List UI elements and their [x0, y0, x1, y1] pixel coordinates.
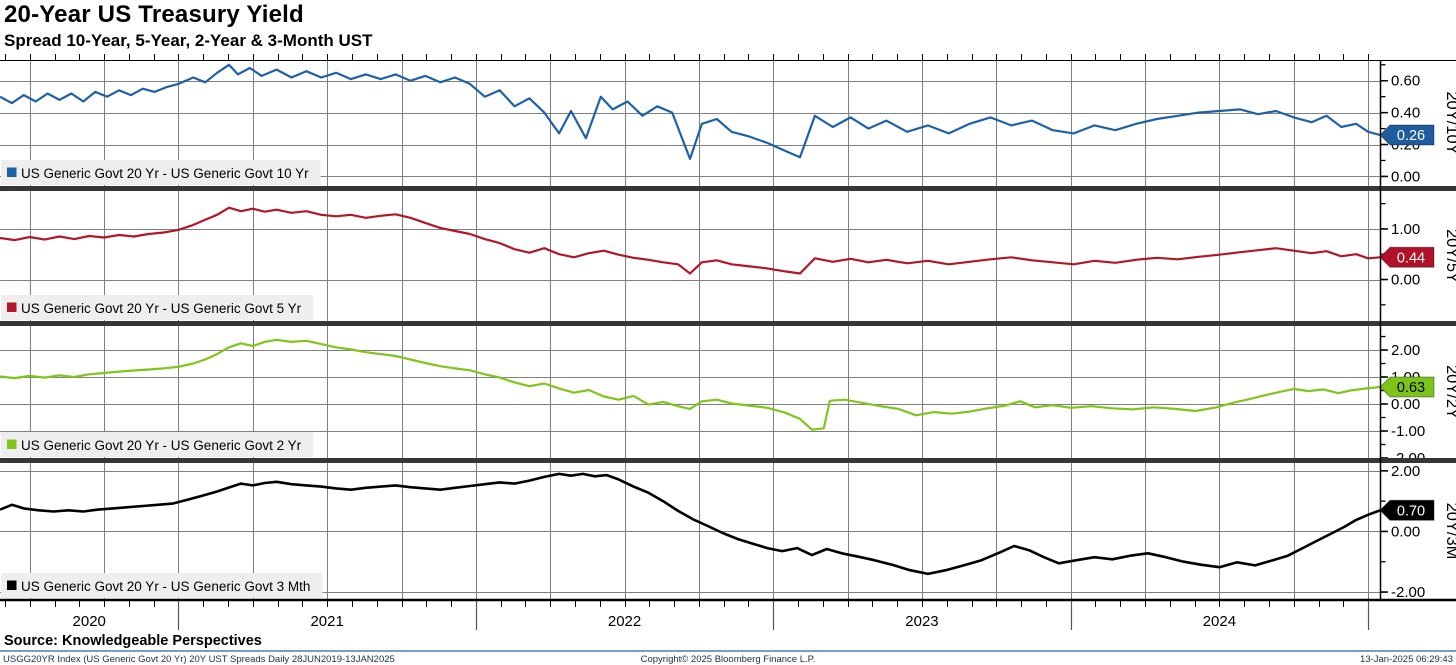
- last-value-badge-20y-5y-spread: 0.44: [1379, 246, 1435, 268]
- panel-20y-2y-spread: US Generic Govt 20 Yr - US Generic Govt …: [0, 326, 1456, 467]
- series-line-20y-5y-spread: [0, 206, 1380, 275]
- panel-axis-label: 20Y/5Y: [1443, 229, 1456, 283]
- y-tick-label: 2.00: [1391, 463, 1420, 480]
- badge-value: 0.63: [1397, 380, 1425, 396]
- y-tick-label: 0.60: [1391, 73, 1420, 90]
- y-tick-label: 0.00: [1391, 523, 1420, 540]
- y-tick-label: 1.00: [1391, 221, 1420, 238]
- year-label: 2022: [608, 613, 641, 630]
- footer-copyright: Copyright© 2025 Bloomberg Finance L.P.: [640, 654, 816, 665]
- y-tick-label: 2.00: [1391, 342, 1420, 359]
- footer-timestamp: 13-Jan-2025 06:29:43: [1360, 654, 1453, 665]
- legend-swatch: [7, 439, 17, 449]
- legend-box: [1, 160, 321, 185]
- source-line: Source: Knowledgeable Perspectives: [4, 633, 262, 649]
- footer-bar: USGG20YR Index (US Generic Govt 20 Yr) 2…: [0, 650, 1456, 665]
- page-subtitle: Spread 10-Year, 5-Year, 2-Year & 3-Month…: [4, 31, 373, 50]
- year-label: 2023: [905, 613, 938, 630]
- badge-shape: [1379, 376, 1435, 398]
- panel-axis-label: 20Y/10Y: [1443, 91, 1456, 154]
- series-line-20y-3m-spread: [0, 472, 1380, 576]
- panel-gridlines-vertical: [30, 191, 1369, 321]
- y-tick-label: -1.00: [1391, 423, 1425, 440]
- panel-separator: [0, 321, 1456, 326]
- legend-20y-10y-spread: US Generic Govt 20 Yr - US Generic Govt …: [1, 160, 321, 185]
- y-tick-label: 0.00: [1391, 168, 1420, 185]
- y-tick-label: 0.40: [1391, 105, 1420, 122]
- panel-20y-5y-spread: US Generic Govt 20 Yr - US Generic Govt …: [0, 191, 1456, 321]
- panel-gridlines-horizontal: [0, 81, 1380, 177]
- last-value-badge-20y-3m-spread: 0.70: [1379, 499, 1435, 521]
- badge-shape: [1379, 124, 1435, 146]
- last-value-badge-20y-2y-spread: 0.63: [1379, 376, 1435, 398]
- legend-20y-2y-spread: US Generic Govt 20 Yr - US Generic Govt …: [1, 432, 314, 457]
- chart-frame: [0, 60, 1456, 602]
- series-line-20y-10y-spread: [0, 63, 1380, 160]
- badge-value: 0.70: [1397, 503, 1425, 519]
- panel-gridlines-horizontal: [0, 229, 1380, 281]
- legend-label: US Generic Govt 20 Yr - US Generic Govt …: [21, 166, 309, 181]
- legend-swatch: [7, 302, 17, 312]
- panel-separator: [0, 458, 1456, 463]
- last-value-badge-20y-10y-spread: 0.26: [1379, 124, 1435, 146]
- badge-shape: [1379, 499, 1435, 521]
- y-axis-20y-2y-spread: 2.001.000.00-1.00-2.00: [1380, 335, 1425, 467]
- footer-ticker-info: USGG20YR Index (US Generic Govt 20 Yr) 2…: [3, 654, 395, 665]
- legend-box: [1, 295, 314, 320]
- year-label: 2024: [1203, 613, 1236, 630]
- panel-separators: [0, 186, 1456, 463]
- y-tick-label: -2.00: [1391, 584, 1425, 601]
- badge-shape: [1379, 246, 1435, 268]
- y-tick-label: 0.00: [1391, 396, 1420, 413]
- badge-value: 0.26: [1397, 128, 1425, 144]
- panel-axis-label: 20Y/2Y: [1443, 365, 1456, 419]
- legend-box: [1, 432, 314, 457]
- series-line-20y-2y-spread: [0, 338, 1380, 431]
- legend-20y-3m-spread: US Generic Govt 20 Yr - US Generic Govt …: [1, 573, 323, 598]
- y-axis-20y-3m-spread: 2.00 0.00 -2.00: [1380, 463, 1425, 601]
- legend-swatch: [7, 580, 17, 590]
- panel-separator: [0, 186, 1456, 191]
- year-label: 2021: [310, 613, 343, 630]
- panel-axis-label: 20Y/3M: [1443, 503, 1456, 560]
- year-label: 2020: [73, 613, 106, 630]
- legend-label: US Generic Govt 20 Yr - US Generic Govt …: [21, 579, 310, 594]
- page-title: 20-Year US Treasury Yield: [4, 1, 304, 28]
- x-axis-band: 2020 2021 2022 2023 2024: [73, 601, 1370, 630]
- panel-20y-3m-spread: US Generic Govt 20 Yr - US Generic Govt …: [0, 463, 1456, 601]
- legend-label: US Generic Govt 20 Yr - US Generic Govt …: [21, 301, 302, 316]
- panel-20y-10y-spread: US Generic Govt 20 Yr - US Generic Govt …: [0, 60, 1456, 186]
- header: 20-Year US Treasury Yield Spread 10-Year…: [4, 0, 373, 51]
- y-tick-label: 0.00: [1391, 272, 1420, 289]
- minor-ticks: [5, 54, 1369, 607]
- legend-20y-5y-spread: US Generic Govt 20 Yr - US Generic Govt …: [1, 295, 314, 320]
- legend-swatch: [7, 167, 17, 177]
- legend-box: [1, 573, 323, 598]
- legend-label: US Generic Govt 20 Yr - US Generic Govt …: [21, 438, 302, 453]
- panel-gridlines-vertical: [30, 326, 1369, 458]
- badge-value: 0.44: [1397, 250, 1425, 266]
